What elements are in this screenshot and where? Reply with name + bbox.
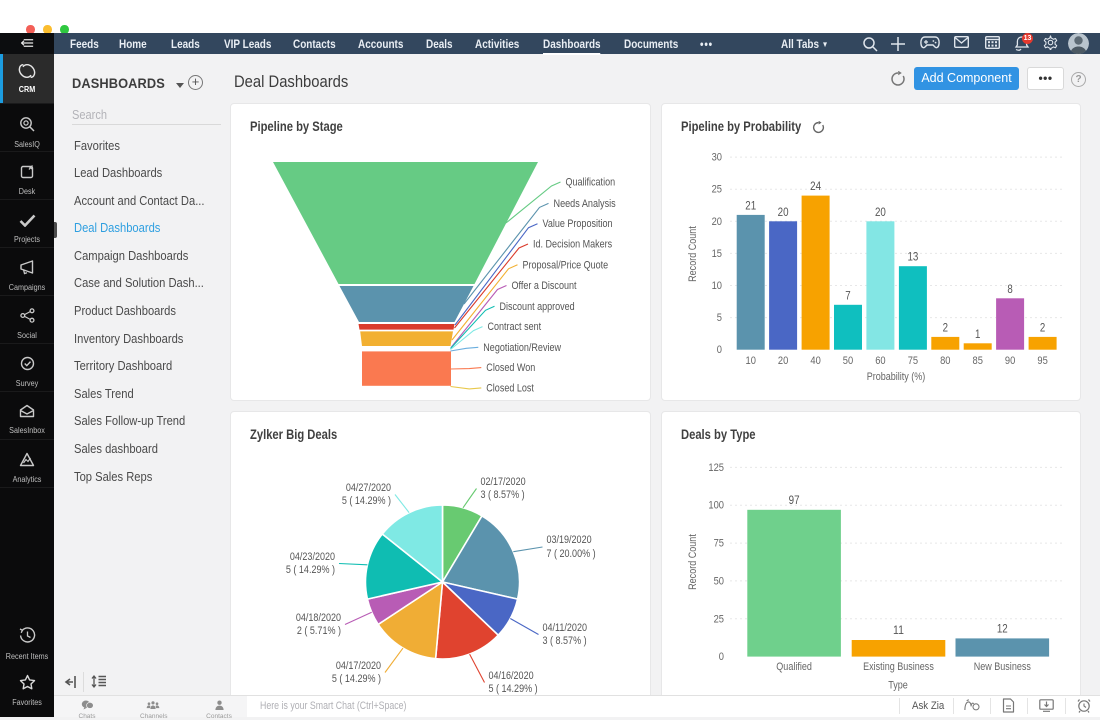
svg-text:Id. Decision Makers: Id. Decision Makers xyxy=(533,239,613,251)
svg-text:75: 75 xyxy=(908,355,918,367)
svg-text:2 ( 5.71% ): 2 ( 5.71% ) xyxy=(297,625,341,637)
svg-text:100: 100 xyxy=(708,500,724,512)
svg-text:24: 24 xyxy=(810,181,821,193)
svg-text:5 ( 14.29% ): 5 ( 14.29% ) xyxy=(286,564,335,576)
svg-text:7 ( 20.00% ): 7 ( 20.00% ) xyxy=(547,548,596,560)
svg-text:7: 7 xyxy=(845,290,850,302)
svg-text:Contract sent: Contract sent xyxy=(488,321,542,333)
svg-text:20: 20 xyxy=(778,207,789,219)
svg-text:04/27/2020: 04/27/2020 xyxy=(346,482,391,494)
svg-text:5 ( 14.29% ): 5 ( 14.29% ) xyxy=(332,673,381,685)
svg-text:Closed Lost: Closed Lost xyxy=(486,382,534,394)
svg-text:11: 11 xyxy=(893,625,904,637)
svg-text:85: 85 xyxy=(973,355,983,367)
svg-text:04/11/2020: 04/11/2020 xyxy=(543,622,588,634)
svg-text:20: 20 xyxy=(778,355,788,367)
svg-text:20: 20 xyxy=(875,207,886,219)
svg-text:Closed Won: Closed Won xyxy=(486,362,535,374)
svg-text:13: 13 xyxy=(907,252,918,264)
svg-text:15: 15 xyxy=(712,248,722,260)
svg-text:5 ( 14.29% ): 5 ( 14.29% ) xyxy=(342,495,391,507)
svg-text:25: 25 xyxy=(712,184,722,196)
svg-text:Proposal/Price Quote: Proposal/Price Quote xyxy=(523,259,609,271)
svg-text:60: 60 xyxy=(875,355,885,367)
svg-text:40: 40 xyxy=(810,355,820,367)
svg-text:3 ( 8.57% ): 3 ( 8.57% ) xyxy=(543,635,587,647)
svg-text:Discount approved: Discount approved xyxy=(500,301,575,313)
svg-text:8: 8 xyxy=(1007,284,1012,296)
svg-text:04/16/2020: 04/16/2020 xyxy=(489,670,534,682)
svg-text:Negotiation/Review: Negotiation/Review xyxy=(483,342,561,354)
svg-text:2: 2 xyxy=(1040,322,1045,334)
svg-text:3 ( 8.57% ): 3 ( 8.57% ) xyxy=(481,489,525,501)
svg-text:Type: Type xyxy=(888,680,908,692)
svg-text:0: 0 xyxy=(717,344,722,356)
svg-text:0: 0 xyxy=(719,651,724,663)
svg-text:Qualified: Qualified xyxy=(776,661,812,673)
svg-text:Record Count: Record Count xyxy=(687,226,699,282)
svg-text:02/17/2020: 02/17/2020 xyxy=(481,476,526,488)
svg-text:80: 80 xyxy=(940,355,950,367)
svg-text:1: 1 xyxy=(975,329,980,341)
svg-text:125: 125 xyxy=(708,462,724,474)
svg-text:2: 2 xyxy=(943,322,948,334)
svg-text:5: 5 xyxy=(717,312,722,324)
svg-text:Needs Analysis: Needs Analysis xyxy=(554,198,617,210)
svg-text:30: 30 xyxy=(712,152,722,164)
svg-text:Probability (%): Probability (%) xyxy=(867,371,926,383)
svg-text:Existing Business: Existing Business xyxy=(863,661,934,673)
svg-text:21: 21 xyxy=(745,200,756,212)
svg-text:Qualification: Qualification xyxy=(566,177,616,189)
svg-text:New Business: New Business xyxy=(974,661,1032,673)
svg-text:5 ( 14.29% ): 5 ( 14.29% ) xyxy=(489,683,538,695)
svg-text:10: 10 xyxy=(746,355,756,367)
svg-text:90: 90 xyxy=(1005,355,1015,367)
svg-text:10: 10 xyxy=(712,280,722,292)
svg-text:50: 50 xyxy=(843,355,853,367)
svg-text:Record Count: Record Count xyxy=(687,534,699,590)
svg-text:25: 25 xyxy=(714,613,724,625)
svg-text:03/19/2020: 03/19/2020 xyxy=(547,534,592,546)
svg-text:Value Proposition: Value Proposition xyxy=(543,218,613,230)
svg-text:04/23/2020: 04/23/2020 xyxy=(290,551,335,563)
svg-text:12: 12 xyxy=(997,623,1008,635)
svg-text:75: 75 xyxy=(714,538,724,550)
svg-text:04/17/2020: 04/17/2020 xyxy=(336,660,381,672)
svg-text:97: 97 xyxy=(789,495,800,507)
svg-text:95: 95 xyxy=(1037,355,1047,367)
svg-text:Offer a Discount: Offer a Discount xyxy=(512,280,577,292)
svg-text:20: 20 xyxy=(712,216,722,228)
svg-text:50: 50 xyxy=(714,575,724,587)
svg-text:04/18/2020: 04/18/2020 xyxy=(296,612,341,624)
